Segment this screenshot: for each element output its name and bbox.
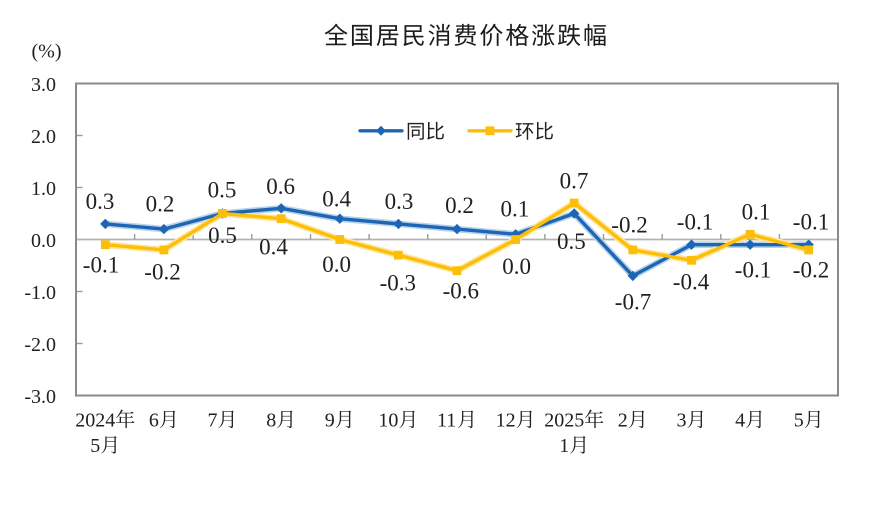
svg-text:0.5: 0.5 — [557, 229, 586, 254]
svg-text:-0.3: -0.3 — [380, 271, 416, 296]
svg-text:-0.6: -0.6 — [443, 279, 479, 304]
svg-text:3.0: 3.0 — [31, 74, 56, 96]
svg-text:0.5: 0.5 — [208, 223, 237, 248]
svg-text:(%): (%) — [32, 41, 62, 63]
svg-text:0.0: 0.0 — [502, 254, 531, 279]
svg-text:0.7: 0.7 — [560, 169, 589, 194]
svg-text:0.0: 0.0 — [31, 230, 56, 252]
svg-text:2025: 2025 — [544, 410, 584, 432]
svg-text:8: 8 — [266, 410, 276, 432]
svg-text:4: 4 — [735, 410, 745, 432]
svg-text:-0.2: -0.2 — [611, 213, 647, 238]
svg-text:0.2: 0.2 — [146, 192, 175, 217]
svg-text:-1.0: -1.0 — [24, 282, 56, 304]
svg-text:0.3: 0.3 — [385, 189, 414, 214]
svg-text:-2.0: -2.0 — [24, 334, 56, 356]
svg-text:0.4: 0.4 — [322, 187, 351, 212]
svg-text:-0.2: -0.2 — [793, 258, 829, 283]
svg-text:-3.0: -3.0 — [24, 386, 56, 408]
svg-text:6: 6 — [149, 410, 159, 432]
svg-text:2024: 2024 — [75, 410, 115, 432]
svg-text:-0.1: -0.1 — [735, 258, 771, 283]
svg-text:0.2: 0.2 — [445, 193, 474, 218]
svg-text:0.1: 0.1 — [742, 200, 771, 225]
svg-text:0.1: 0.1 — [501, 197, 530, 222]
svg-text:1: 1 — [559, 435, 569, 457]
svg-text:5: 5 — [794, 410, 804, 432]
svg-text:0.0: 0.0 — [322, 252, 351, 277]
svg-text:12: 12 — [496, 410, 516, 432]
svg-text:9: 9 — [325, 410, 335, 432]
svg-text:0.3: 0.3 — [86, 189, 115, 214]
svg-text:-0.7: -0.7 — [615, 290, 651, 315]
svg-text:10: 10 — [378, 410, 398, 432]
svg-text:0.4: 0.4 — [259, 235, 288, 260]
svg-text:2.0: 2.0 — [31, 126, 56, 148]
svg-text:-0.1: -0.1 — [793, 210, 829, 235]
svg-text:1.0: 1.0 — [31, 178, 56, 200]
svg-text:5: 5 — [90, 435, 100, 457]
svg-text:11: 11 — [437, 410, 456, 432]
svg-text:0.6: 0.6 — [266, 174, 295, 199]
svg-text:3: 3 — [677, 410, 687, 432]
svg-text:-0.2: -0.2 — [144, 260, 180, 285]
svg-text:0.5: 0.5 — [208, 178, 237, 203]
svg-text:-0.1: -0.1 — [677, 210, 713, 235]
svg-text:-0.1: -0.1 — [83, 253, 119, 278]
svg-text:2: 2 — [618, 410, 628, 432]
svg-text:-0.4: -0.4 — [673, 270, 710, 295]
svg-text:7: 7 — [208, 410, 218, 432]
